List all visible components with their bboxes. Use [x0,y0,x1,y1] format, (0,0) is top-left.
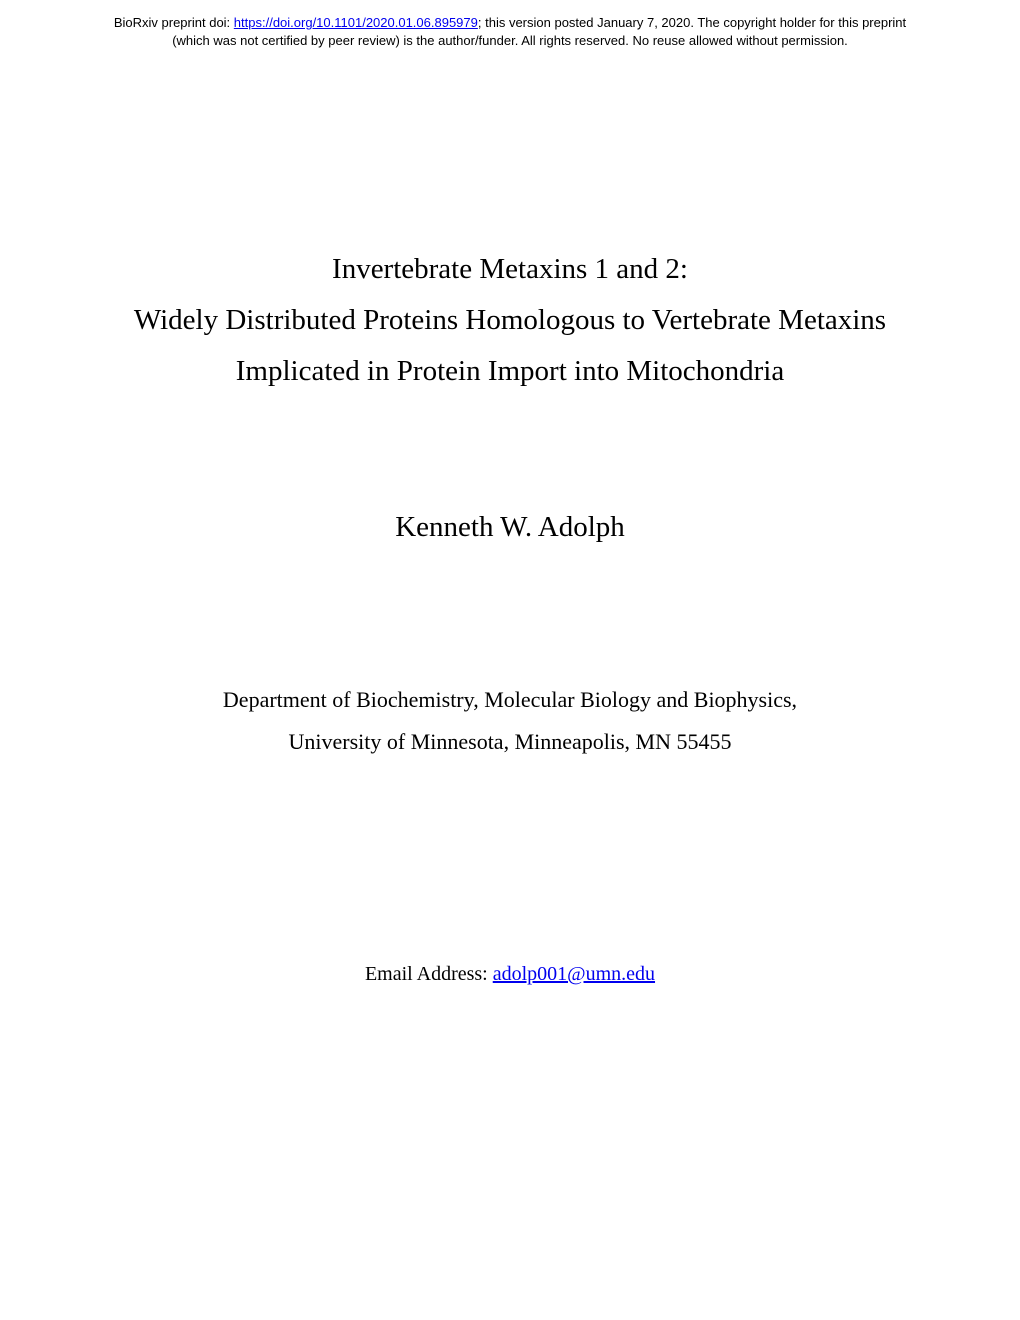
preprint-line-1: BioRxiv preprint doi: https://doi.org/10… [0,14,1020,32]
title-line-1: Invertebrate Metaxins 1 and 2: [100,244,920,295]
preprint-header: BioRxiv preprint doi: https://doi.org/10… [0,0,1020,49]
affiliation: Department of Biochemistry, Molecular Bi… [100,679,920,763]
email-label: Email Address: [365,963,493,985]
preprint-prefix: BioRxiv preprint doi: [114,15,234,30]
preprint-line-2: (which was not certified by peer review)… [0,32,1020,50]
email-link[interactable]: adolp001@umn.edu [493,963,655,985]
doi-link[interactable]: https://doi.org/10.1101/2020.01.06.89597… [234,15,478,30]
preprint-suffix: ; this version posted January 7, 2020. T… [478,15,906,30]
email-block: Email Address: adolp001@umn.edu [100,963,920,986]
title-line-3: Implicated in Protein Import into Mitoch… [100,346,920,397]
page-content: Invertebrate Metaxins 1 and 2: Widely Di… [0,244,1020,986]
paper-title: Invertebrate Metaxins 1 and 2: Widely Di… [100,244,920,396]
affiliation-line-1: Department of Biochemistry, Molecular Bi… [100,679,920,721]
affiliation-line-2: University of Minnesota, Minneapolis, MN… [100,721,920,763]
author-name: Kenneth W. Adolph [100,511,920,544]
title-line-2: Widely Distributed Proteins Homologous t… [100,295,920,346]
